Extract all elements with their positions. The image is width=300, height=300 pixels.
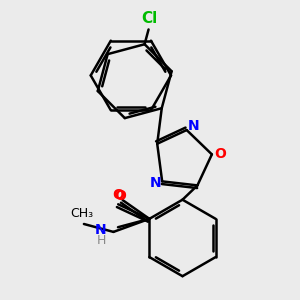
- Text: O: O: [112, 188, 124, 202]
- Text: O: O: [114, 189, 126, 202]
- Text: H: H: [97, 234, 106, 247]
- Text: N: N: [150, 176, 161, 190]
- Text: CH₃: CH₃: [70, 207, 94, 220]
- Text: Cl: Cl: [141, 11, 158, 26]
- Text: N: N: [95, 223, 106, 237]
- Text: N: N: [187, 119, 199, 133]
- Text: O: O: [214, 147, 226, 161]
